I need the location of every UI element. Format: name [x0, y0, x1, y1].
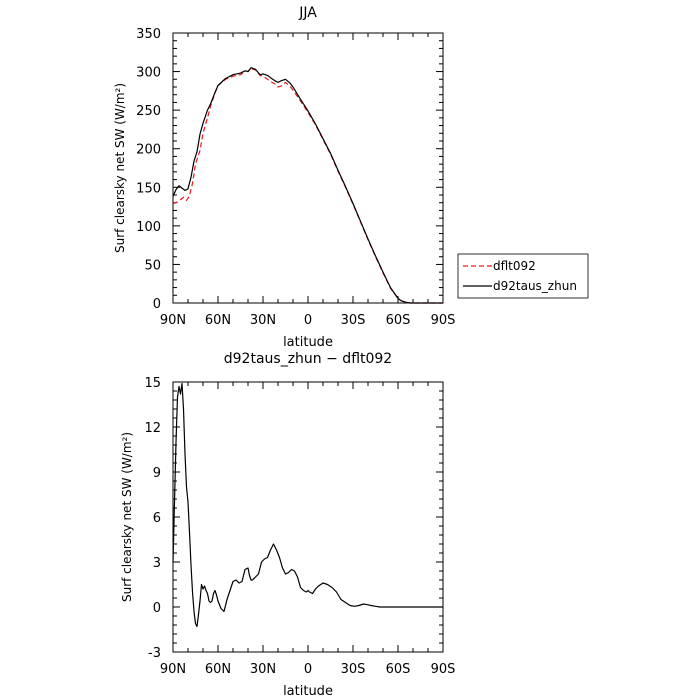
top-y-tick-label: 150: [136, 181, 161, 196]
top-plot-frame: [172, 32, 444, 304]
bottom-series-line-difference: [172, 382, 443, 628]
top-x-tick-label: 60N: [205, 313, 231, 328]
top-series-line-dflt092: [172, 67, 443, 304]
top-series-line-d92taus-zhun: [172, 67, 443, 304]
legend-label-dflt092: dflt092: [493, 259, 536, 273]
legend-label-d92taus-zhun: d92taus_zhun: [493, 279, 577, 293]
bottom-x-tick-label: 60N: [205, 662, 231, 677]
top-x-tick-label: 0: [304, 313, 312, 328]
top-y-tick-label: 0: [153, 297, 161, 312]
bottom-x-tick-label: 30N: [250, 662, 276, 677]
top-series-lines: [172, 67, 443, 304]
bottom-x-tick-label: 60S: [386, 662, 411, 677]
top-chart-title: JJA: [298, 5, 317, 21]
top-y-tick-label: 300: [136, 66, 161, 81]
top-y-tick-label: 100: [136, 220, 161, 235]
top-x-tick-label: 60S: [386, 313, 411, 328]
top-y-tick-label: 350: [136, 27, 161, 42]
top-y-tick-label: 200: [136, 143, 161, 158]
bottom-series-lines: [172, 382, 443, 628]
top-x-tick-label: 90N: [160, 313, 186, 328]
bottom-y-ticks: -3 0 3 6 9 12 15: [144, 376, 443, 661]
bottom-y-tick-label: 15: [144, 376, 161, 391]
bottom-plot-frame: [172, 381, 444, 653]
bottom-y-tick-label: 12: [144, 421, 161, 436]
top-x-ticks: 90N 60N 30N 0 30S 60S 90S: [160, 33, 456, 328]
bottom-x-tick-label: 0: [304, 662, 312, 677]
bottom-chart-title: d92taus_zhun − dflt092: [224, 351, 392, 367]
legend: dflt092 d92taus_zhun: [457, 253, 589, 299]
bottom-y-tick-label: 6: [153, 511, 161, 526]
bottom-chart: d92taus_zhun − dflt092 90N 60N 30N 0 30S 60S 9…: [120, 351, 455, 699]
top-x-tick-label: 30S: [341, 313, 366, 328]
top-y-axis-label: Surf clearsky net SW (W/m²): [113, 83, 127, 253]
bottom-y-tick-label: 9: [153, 466, 161, 481]
top-x-axis-label: latitude: [283, 335, 333, 350]
top-chart: JJA 90N 60N 30N 0 30S 60S 90S 0 50 100 150 200 250 3…: [113, 5, 455, 350]
top-x-tick-label: 30N: [250, 313, 276, 328]
top-x-tick-label: 90S: [431, 313, 456, 328]
bottom-x-tick-label: 30S: [341, 662, 366, 677]
bottom-x-axis-label: latitude: [283, 684, 333, 699]
bottom-y-tick-label: -3: [148, 646, 161, 661]
top-y-tick-label: 50: [144, 258, 161, 273]
bottom-x-ticks: 90N 60N 30N 0 30S 60S 90S: [160, 382, 456, 677]
legend-box: [457, 253, 589, 299]
bottom-y-axis-label: Surf clearsky net SW (W/m²): [120, 432, 134, 602]
bottom-x-tick-label: 90S: [431, 662, 456, 677]
bottom-y-tick-label: 3: [153, 556, 161, 571]
top-y-tick-label: 250: [136, 104, 161, 119]
bottom-x-tick-label: 90N: [160, 662, 186, 677]
top-y-ticks: 0 50 100 150 200 250 300 350: [136, 27, 443, 312]
bottom-y-tick-label: 0: [153, 601, 161, 616]
